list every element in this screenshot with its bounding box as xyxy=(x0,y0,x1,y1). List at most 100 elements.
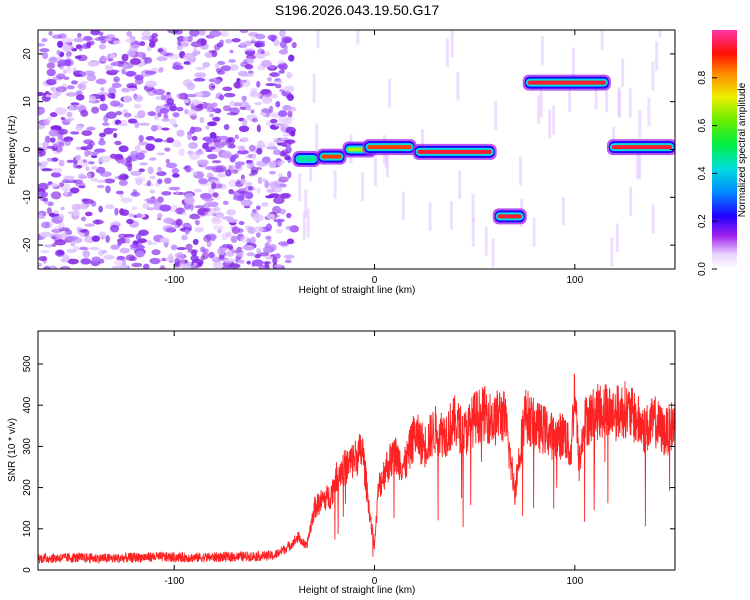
noise-blob xyxy=(60,232,69,240)
noise-blob xyxy=(239,30,249,34)
noise-blob xyxy=(270,118,278,124)
noise-blob xyxy=(86,73,97,82)
noise-blob xyxy=(256,187,261,194)
x-tick-label: -100 xyxy=(164,275,184,286)
noise-blob xyxy=(90,30,101,36)
noise-blob xyxy=(111,265,124,269)
noise-blob xyxy=(134,74,144,81)
noise-blob xyxy=(138,134,144,143)
noise-blob xyxy=(282,133,290,137)
y-tick-label: -10 xyxy=(22,190,33,205)
snr-frame xyxy=(37,330,676,571)
noise-blob xyxy=(76,226,81,232)
noise-blob xyxy=(90,178,98,182)
noise-blob xyxy=(226,209,237,216)
noise-blob xyxy=(51,236,57,240)
noise-blob xyxy=(87,172,92,179)
noise-blob xyxy=(250,166,259,174)
noise-blob xyxy=(54,107,67,115)
noise-blob xyxy=(53,226,63,230)
noise-blob xyxy=(238,125,250,133)
noise-blob xyxy=(204,210,216,217)
noise-streak xyxy=(309,153,313,182)
noise-blob xyxy=(40,191,49,198)
noise-blob xyxy=(174,258,180,266)
noise-streak xyxy=(312,73,316,103)
noise-streak xyxy=(552,105,556,135)
noise-streak xyxy=(651,61,655,91)
y-tick-label: 100 xyxy=(22,520,33,537)
noise-blob xyxy=(87,61,99,67)
noise-blob xyxy=(165,227,175,233)
noise-blob xyxy=(126,31,133,37)
noise-blob xyxy=(38,212,44,217)
noise-blob xyxy=(280,194,291,200)
noise-blob xyxy=(62,44,71,52)
noise-blob xyxy=(225,231,232,238)
noise-blob xyxy=(40,221,51,229)
noise-blob xyxy=(218,94,225,101)
noise-blob xyxy=(250,236,256,244)
noise-blob xyxy=(79,232,85,237)
noise-blob xyxy=(138,229,149,236)
noise-blob xyxy=(147,242,158,246)
noise-blob xyxy=(127,118,138,124)
noise-blob xyxy=(278,49,289,55)
noise-blob xyxy=(48,129,60,137)
noise-blob xyxy=(231,226,241,234)
noise-streak xyxy=(401,191,405,221)
noise-blob xyxy=(61,37,74,44)
noise-blob xyxy=(241,95,247,102)
noise-blob xyxy=(150,124,158,132)
noise-blob xyxy=(222,86,233,92)
noise-blob xyxy=(201,102,214,110)
noise-blob xyxy=(93,148,106,153)
noise-streak xyxy=(610,237,614,267)
noise-blob xyxy=(49,137,56,143)
noise-blob xyxy=(78,175,88,180)
noise-blob xyxy=(131,206,138,211)
noise-streak xyxy=(458,170,462,200)
noise-streak xyxy=(638,150,642,180)
noise-blob xyxy=(285,145,292,154)
noise-blob xyxy=(61,254,70,262)
noise-blob xyxy=(139,41,146,47)
noise-blob xyxy=(58,159,65,167)
noise-blob xyxy=(113,132,118,139)
noise-blob xyxy=(279,30,286,38)
noise-blob xyxy=(138,168,145,173)
noise-blob xyxy=(159,107,170,114)
noise-blob xyxy=(159,237,170,243)
noise-blob xyxy=(166,137,175,144)
noise-blob xyxy=(118,179,128,187)
noise-blob xyxy=(105,185,111,194)
noise-blob xyxy=(240,178,245,185)
noise-blob xyxy=(137,238,148,244)
noise-blob xyxy=(287,170,292,179)
noise-blob xyxy=(119,247,130,254)
noise-blob xyxy=(193,77,206,82)
noise-blob xyxy=(283,254,295,259)
noise-blob xyxy=(283,37,291,44)
noise-blob xyxy=(42,141,49,149)
noise-blob xyxy=(113,76,120,83)
noise-blob xyxy=(286,72,293,79)
noise-blob xyxy=(142,203,150,209)
noise-streak xyxy=(304,189,308,218)
noise-blob xyxy=(225,250,235,257)
noise-blob xyxy=(159,204,172,212)
noise-blob xyxy=(219,39,225,45)
noise-blob xyxy=(269,72,280,77)
noise-blob xyxy=(247,226,256,235)
noise-blob xyxy=(231,169,239,174)
noise-streak xyxy=(539,88,543,118)
noise-blob xyxy=(247,70,254,75)
x-tick-label: -100 xyxy=(164,576,184,587)
noise-blob xyxy=(279,208,287,215)
noise-blob xyxy=(38,42,46,47)
noise-blob xyxy=(256,124,261,133)
noise-blob xyxy=(231,38,241,43)
noise-blob xyxy=(169,117,177,125)
noise-blob xyxy=(108,128,118,132)
noise-blob xyxy=(274,122,284,127)
